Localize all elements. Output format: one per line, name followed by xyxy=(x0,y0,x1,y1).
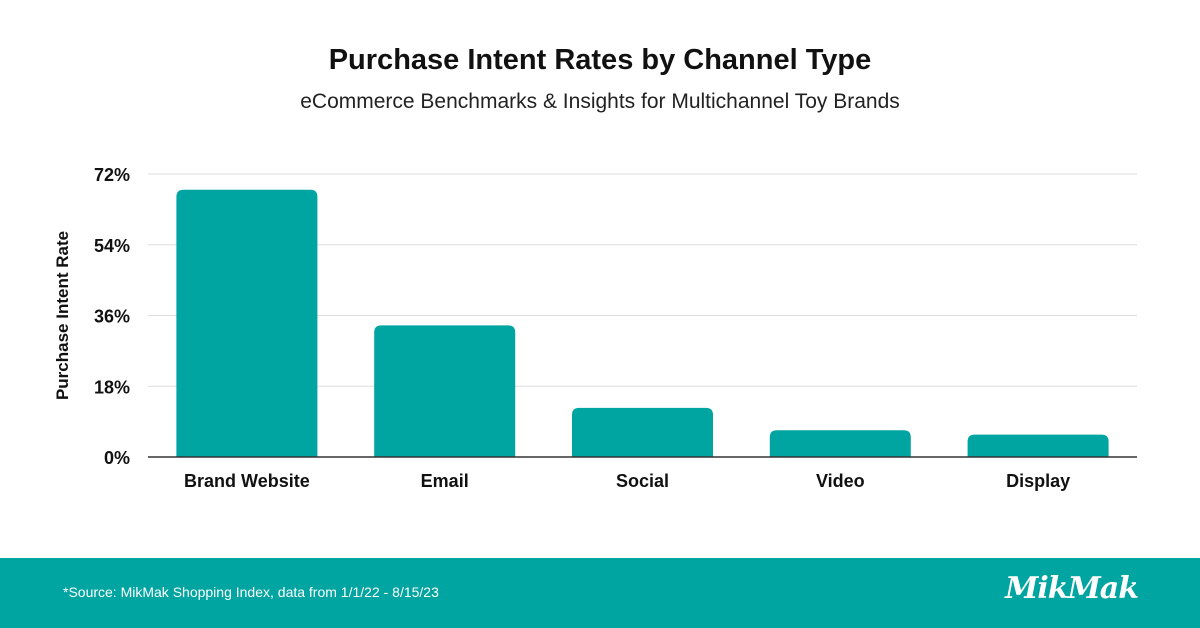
y-tick-label: 0% xyxy=(104,448,130,468)
bar xyxy=(374,325,516,457)
bar xyxy=(572,407,713,457)
bar xyxy=(769,430,911,457)
y-tick-label: 36% xyxy=(94,307,130,327)
bars xyxy=(176,189,1109,457)
x-tick-label: Brand Website xyxy=(184,471,310,491)
x-tick-label: Display xyxy=(1006,471,1070,491)
bar-chart: 0% 18% 36% 54% 72% Brand Website Email Social Vi… xyxy=(53,165,1137,491)
y-axis-label: Purchase Intent Rate xyxy=(53,231,72,400)
bar xyxy=(967,434,1109,457)
bar xyxy=(176,189,318,457)
chart-subtitle: eCommerce Benchmarks & Insights for Mult… xyxy=(300,90,900,113)
y-tick-label: 72% xyxy=(94,165,130,185)
source-note: *Source: MikMak Shopping Index, data fro… xyxy=(63,584,439,600)
tick-labels: 0% 18% 36% 54% 72% Brand Website Email Social Vi… xyxy=(94,165,1070,491)
y-tick-label: 54% xyxy=(94,236,130,256)
mikmak-logo: MikMak xyxy=(1005,571,1139,606)
chart-title: Purchase Intent Rates by Channel Type xyxy=(328,44,872,76)
x-tick-label: Video xyxy=(816,471,865,491)
y-tick-label: 18% xyxy=(94,377,130,397)
x-tick-label: Social xyxy=(616,471,669,491)
footer-bar: *Source: MikMak Shopping Index, data fro… xyxy=(0,558,1200,628)
x-tick-label: Email xyxy=(421,471,469,491)
